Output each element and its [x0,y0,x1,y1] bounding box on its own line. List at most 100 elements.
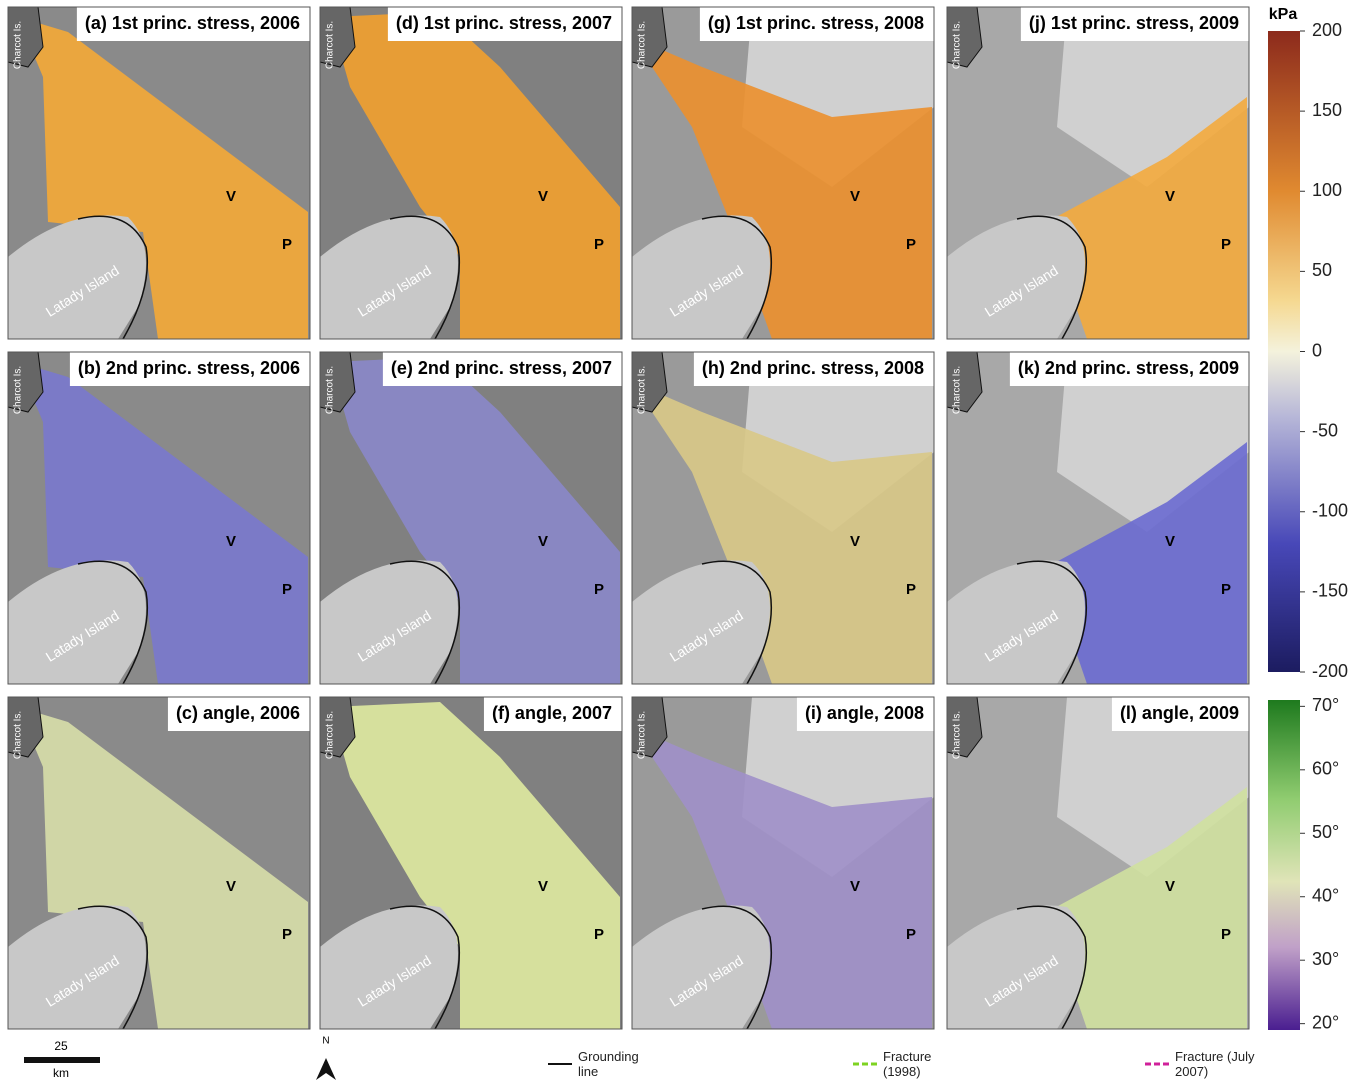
latady-island [632,215,770,339]
charcot-island [8,352,44,413]
panel-title-box [1009,352,1249,386]
point-p-label: P [282,581,292,598]
charcot-island [632,697,668,758]
colorbar-tick-label: -50 [1312,420,1338,440]
charcot-island [632,7,668,68]
grounding-line [77,905,149,1029]
colorbar-tick-label: 40° [1312,885,1339,905]
point-p-label: P [594,926,604,943]
grounding-line [1016,905,1088,1029]
panel-title-box [167,697,310,731]
point-p-label: P [282,236,292,253]
colorbar-tick-label: 200 [1312,20,1342,40]
charcot-label: Charcot Is. [325,711,336,759]
point-v-label: V [1165,533,1175,550]
colorbar-tick-label: -200 [1312,661,1348,681]
charcot-label: Charcot Is. [13,711,24,759]
stress-overlay [1047,97,1247,339]
stress-overlay [1047,787,1247,1029]
stress-overlay [632,382,932,684]
colorbar-tick-label: 60° [1312,759,1339,779]
point-p-label: P [594,236,604,253]
latady-island [8,905,146,1029]
charcot-island [320,7,356,68]
charcot-island [947,352,983,413]
panel-title-box [69,352,310,386]
north-label: N [322,1036,329,1047]
charcot-island [632,352,668,413]
stress-overlay [18,17,308,339]
charcot-label: Charcot Is. [13,21,24,69]
scale-distance: 25 [54,1039,68,1053]
panel-border [631,6,935,340]
panel-border [319,696,623,1030]
latady-island [632,560,770,684]
charcot-label: Charcot Is. [952,366,963,414]
colorbar-tick-label: 0 [1312,340,1322,360]
panel-title-box [76,7,310,41]
grounding-line [389,560,461,684]
charcot-label: Charcot Is. [637,366,648,414]
panel-border [7,6,311,340]
colorbar-tick-label: 50 [1312,260,1332,280]
panel-border [946,351,1250,685]
charcot-island [947,7,983,68]
panel-title-box [382,352,622,386]
stress-overlay [18,362,308,684]
legend-fracture-2007: Fracture (July 2007) [1175,1049,1255,1079]
scale-bar [24,1057,100,1063]
latady-island [320,905,458,1029]
stress-overlay [632,727,932,1029]
grounding-line [701,215,773,339]
latady-island [8,215,146,339]
panel-title-box [1111,697,1249,731]
stress-overlay [632,37,932,339]
charcot-label: Charcot Is. [637,711,648,759]
stress-colorbar [1268,31,1300,672]
colorbar-tick-label: 30° [1312,949,1339,969]
point-p-label: P [1221,581,1231,598]
point-v-label: V [850,188,860,205]
panel-title: (e) 2nd princ. stress, 2007 [391,358,612,378]
latady-island [8,560,146,684]
stress-overlay [330,357,620,684]
point-v-label: V [226,188,236,205]
point-v-label: V [850,878,860,895]
point-p-label: P [906,236,916,253]
latady-island [632,905,770,1029]
point-v-label: V [226,533,236,550]
colorbar-tick-label: 20° [1312,1012,1339,1032]
panel-title-box [1020,7,1249,41]
point-p-label: P [906,926,916,943]
latady-island [947,215,1085,339]
point-p-label: P [282,926,292,943]
latady-island [947,905,1085,1029]
grounding-line [77,215,149,339]
grounding-line [389,905,461,1029]
panel-title-box [699,7,934,41]
latady-island [947,560,1085,684]
point-v-label: V [538,188,548,205]
colorbar-tick-label: 70° [1312,695,1339,715]
panel-border [946,696,1250,1030]
charcot-label: Charcot Is. [325,366,336,414]
panel-title-box [693,352,934,386]
panel-title: (d) 1st princ. stress, 2007 [396,13,612,33]
panel-title: (j) 1st princ. stress, 2009 [1029,13,1239,33]
grounding-line [701,905,773,1029]
panel-border [946,6,1250,340]
scale-unit: km [53,1066,69,1080]
charcot-island [947,697,983,758]
panel-title: (c) angle, 2006 [176,703,300,723]
panel-title: (b) 2nd princ. stress, 2006 [78,358,300,378]
grounding-line [1016,560,1088,684]
panel-title-box [387,7,622,41]
